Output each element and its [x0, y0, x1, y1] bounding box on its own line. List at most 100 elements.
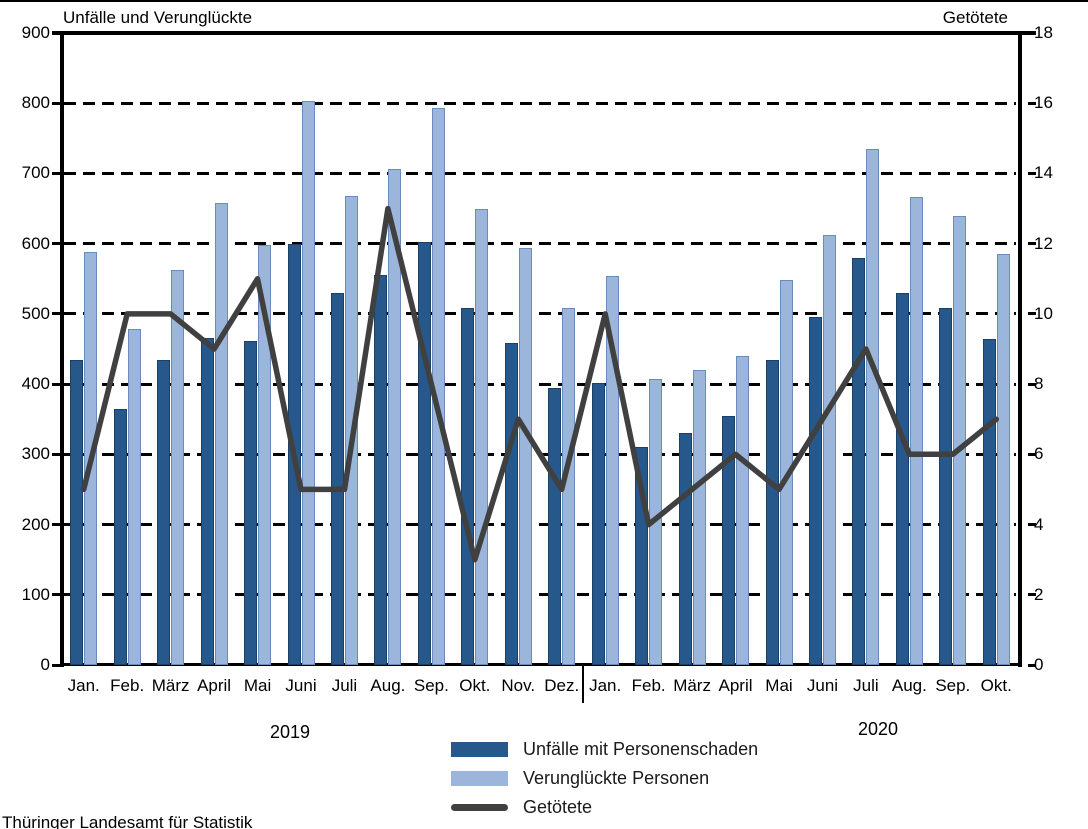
left-axis-line [60, 31, 64, 667]
left-axis-title: Unfälle und Verunglückte [63, 8, 253, 27]
legend-item-verunglueckte: Verunglückte Personen [451, 764, 758, 793]
left-tick [52, 171, 60, 175]
bar-unfaelle-1 [113, 408, 127, 665]
right-tick-label-16: 16 [1034, 93, 1053, 113]
legend-label: Getötete [523, 797, 593, 817]
bar-verunglueckte-17 [822, 234, 836, 665]
bar-unfaelle-20 [939, 307, 953, 665]
right-tick-label-14: 14 [1034, 163, 1053, 183]
right-tick-label-12: 12 [1034, 233, 1053, 253]
left-tick [52, 242, 60, 246]
legend-item-getoetete: Getötete [451, 793, 758, 822]
right-tick [1028, 593, 1036, 597]
left-tick-label-0: 0 [40, 655, 50, 674]
right-tick [1028, 101, 1036, 105]
bar-verunglueckte-18 [866, 148, 880, 665]
right-tick [1028, 242, 1036, 246]
month-label-6: Juli [331, 676, 358, 695]
bar-verunglueckte-1 [127, 329, 141, 665]
right-tick [1028, 312, 1036, 316]
right-tick [1028, 452, 1036, 456]
bar-unfaelle-15 [722, 416, 736, 665]
gridline-800 [64, 101, 1016, 105]
left-tick-label-600: 600 [21, 233, 50, 253]
month-label-15: April [718, 676, 753, 695]
year-label-2020: 2020 [857, 719, 899, 739]
right-axis-title: Getötete [942, 8, 1008, 27]
right-tick [1028, 663, 1036, 667]
left-tick [52, 663, 60, 667]
left-tick-label-100: 100 [21, 584, 50, 604]
top-gridline-900 [52, 31, 1036, 35]
month-label-8: Sep. [413, 676, 449, 695]
right-tick-label-0: 0 [1034, 655, 1044, 674]
bar-verunglueckte-15 [736, 356, 750, 665]
getoetete-line [80, 205, 1000, 563]
bar-unfaelle-11 [548, 387, 562, 665]
year-label-2019: 2019 [269, 722, 311, 742]
left-tick-label-700: 700 [21, 163, 50, 183]
left-tick-label-800: 800 [21, 93, 50, 113]
bar-verunglueckte-21 [996, 253, 1010, 665]
month-label-19: Aug. [891, 676, 927, 695]
legend: Unfälle mit Personenschaden Verunglückte… [451, 735, 758, 822]
plot-area [62, 33, 1018, 665]
gridline-200 [64, 523, 1016, 527]
month-label-3: April [197, 676, 232, 695]
right-tick [1028, 31, 1036, 35]
month-label-12: Jan. [589, 676, 622, 695]
month-label-11: Dez. [544, 676, 580, 695]
month-label-21: Okt. [980, 676, 1012, 695]
month-label-18: Juli [853, 676, 879, 695]
top-border-line [0, 0, 1088, 2]
light-blue-bar-swatch-icon [451, 771, 508, 786]
dark-blue-bar-swatch-icon [451, 742, 508, 757]
month-label-7: Aug. [370, 676, 406, 695]
month-label-0: Jan. [67, 676, 100, 695]
right-tick-label-18: 18 [1034, 23, 1053, 42]
getoetete-line-chart [80, 205, 1000, 563]
left-tick-label-400: 400 [21, 374, 50, 394]
right-tick-label-10: 10 [1034, 303, 1053, 323]
bar-verunglueckte-3 [214, 202, 228, 665]
bar-unfaelle-4 [244, 340, 258, 665]
bar-verunglueckte-10 [518, 247, 532, 665]
month-label-1: Feb. [110, 676, 145, 695]
bar-verunglueckte-2 [171, 270, 185, 665]
year-divider-line [582, 666, 584, 703]
bar-unfaelle-17 [808, 317, 822, 665]
left-tick [52, 593, 60, 597]
left-tick [52, 101, 60, 105]
right-tick [1028, 171, 1036, 175]
left-tick-label-900: 900 [21, 23, 50, 42]
source-caption: Thüringer Landesamt für Statistik [2, 813, 253, 829]
bottom-axis-line [60, 663, 1022, 666]
legend-item-unfaelle: Unfälle mit Personenschaden [451, 735, 758, 764]
gridline-700 [64, 171, 1016, 175]
right-tick [1028, 382, 1036, 386]
right-tick-label-6: 6 [1034, 444, 1044, 464]
month-label-5: Juni [285, 676, 317, 695]
legend-label: Verunglückte Personen [523, 768, 710, 788]
gridline-500 [64, 312, 1016, 316]
left-tick [52, 523, 60, 527]
right-tick-label-4: 4 [1034, 514, 1044, 534]
right-axis-line [1018, 31, 1022, 667]
month-label-17: Juni [806, 676, 839, 695]
right-tick-label-8: 8 [1034, 374, 1044, 394]
bar-verunglueckte-7 [388, 168, 402, 665]
left-tick-label-200: 200 [21, 514, 50, 534]
month-label-4: Mai [243, 676, 272, 695]
bar-verunglueckte-19 [909, 196, 923, 665]
month-label-16: Mai [765, 676, 793, 695]
month-label-13: Feb. [631, 676, 666, 695]
bar-unfaelle-0 [70, 359, 84, 665]
month-label-10: Nov. [501, 676, 536, 695]
bar-unfaelle-7 [374, 274, 388, 665]
left-tick [52, 452, 60, 456]
left-tick [52, 31, 60, 35]
bar-unfaelle-9 [461, 308, 475, 665]
bar-verunglueckte-5 [301, 101, 315, 665]
month-label-2: März [151, 676, 190, 695]
